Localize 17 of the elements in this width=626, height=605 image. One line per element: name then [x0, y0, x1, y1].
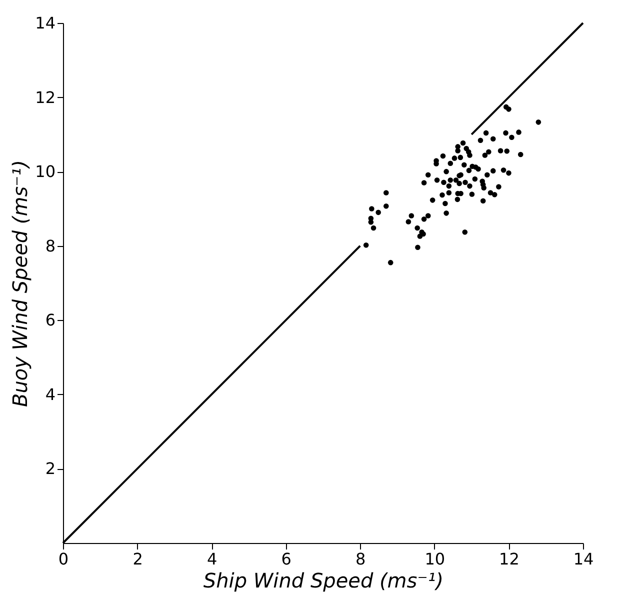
y-tick-label: 12 — [35, 88, 56, 107]
y-tick-label: 4 — [45, 384, 56, 404]
y-axis-title: Buoy Wind Speed (ms⁻¹) — [8, 160, 32, 408]
y-tick-label: 6 — [45, 310, 56, 330]
x-tick-label: 8 — [356, 550, 366, 568]
y-tick-label: 14 — [35, 14, 56, 32]
x-tick-label: 4 — [206, 550, 218, 568]
x-axis-title: Ship Wind Speed (ms⁻¹) — [203, 568, 444, 592]
y-tick-label: 10 — [35, 162, 56, 182]
y-tick-label: 2 — [45, 459, 56, 478]
y-tick-label: 8 — [45, 236, 56, 256]
x-tick-label: 0 — [58, 550, 69, 568]
x-tick-label: 10 — [424, 550, 446, 568]
x-tick-label: 6 — [281, 550, 292, 568]
x-tick-label: 2 — [132, 550, 143, 568]
x-tick-label: 14 — [573, 550, 594, 568]
x-tick-label: 12 — [499, 550, 520, 568]
